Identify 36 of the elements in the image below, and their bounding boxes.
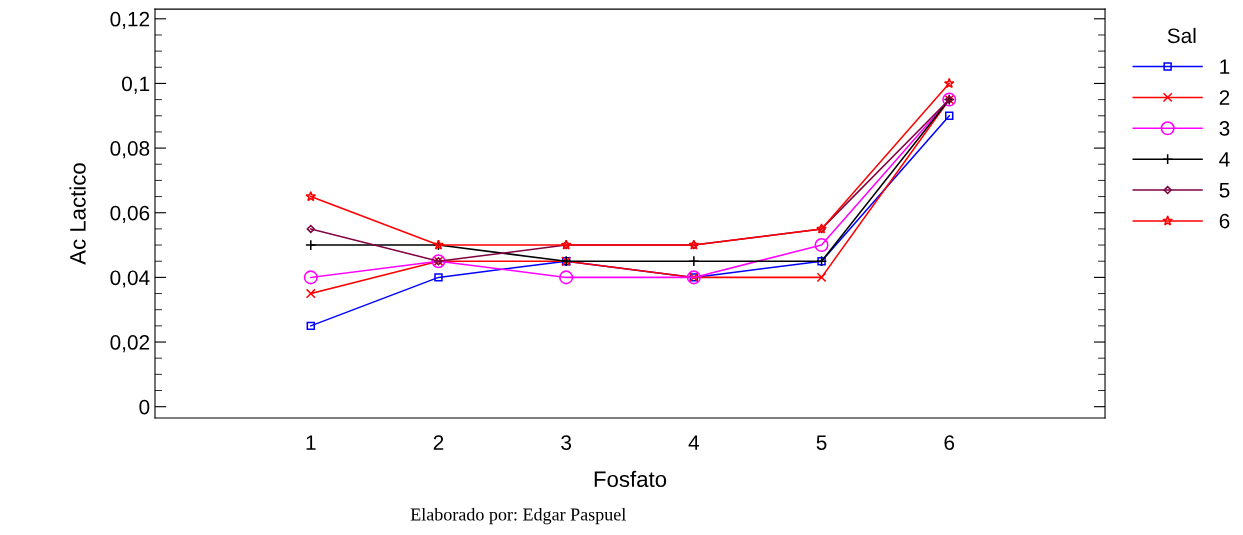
- legend-label: 1: [1220, 59, 1230, 74]
- y-tick-label: 0,02: [110, 335, 150, 353]
- y-tick-label: 0,08: [110, 141, 150, 159]
- y-tick-label: 0,04: [110, 270, 150, 288]
- legend-label: 2: [1219, 90, 1230, 105]
- x-axis-title: Fosfato: [594, 470, 667, 488]
- legend-label: 5: [1219, 183, 1230, 198]
- point: [814, 238, 829, 253]
- x-tick-label: 4: [688, 435, 700, 450]
- legend-label: 3: [1219, 121, 1230, 136]
- x-tick-label: 2: [433, 435, 444, 450]
- y-tick-label: 0,06: [110, 205, 150, 223]
- legend-title: Sal: [1167, 27, 1196, 44]
- y-tick-label: 0,1: [122, 76, 150, 94]
- point: [816, 272, 827, 283]
- y-tick-label: 0,12: [110, 11, 150, 30]
- y-tick-label: 0: [139, 399, 150, 415]
- point: [303, 270, 318, 285]
- x-tick-label: 6: [944, 435, 955, 450]
- point: [559, 270, 574, 285]
- y-axis-title: Ac Lactico: [69, 163, 86, 265]
- text: Elaborado por: Edgar Paspuel: [410, 507, 626, 525]
- point: [305, 288, 316, 299]
- point: [306, 321, 316, 331]
- point: [305, 190, 317, 202]
- x-tick-label: 3: [561, 435, 572, 450]
- point: [688, 255, 700, 267]
- x-tick-label: 1: [306, 435, 316, 450]
- point: [306, 224, 315, 234]
- x-tick-label: 5: [816, 435, 827, 450]
- point: [945, 111, 954, 121]
- point: [434, 273, 443, 282]
- point: [943, 77, 955, 89]
- legend-label: 6: [1219, 213, 1230, 229]
- legend-label: 4: [1219, 152, 1230, 167]
- point: [305, 239, 317, 251]
